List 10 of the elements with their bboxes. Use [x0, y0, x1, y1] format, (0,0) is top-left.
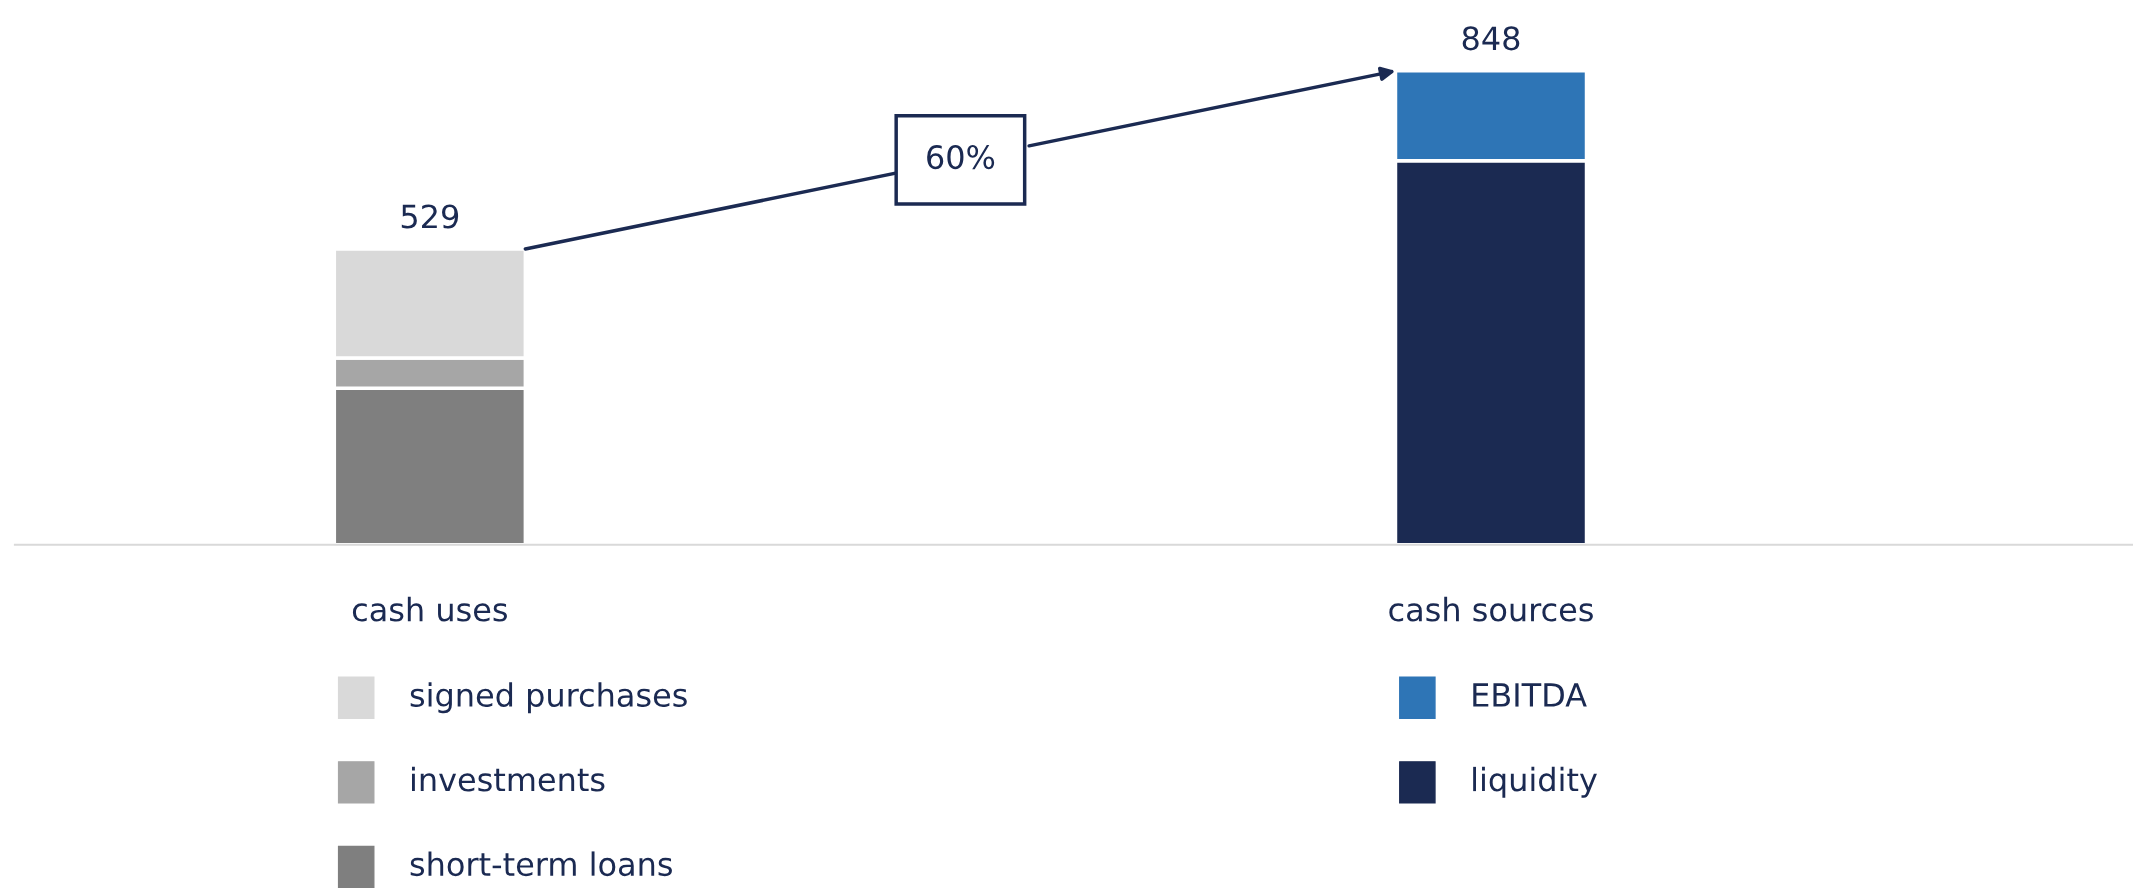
- legend-label: EBITDA: [1473, 683, 1587, 707]
- x-tick-label: cash sources: [1389, 596, 1593, 622]
- legend-label: signed purchases: [410, 682, 687, 714]
- legend-label: investments: [412, 766, 605, 792]
- x-tick-label: cash uses: [352, 596, 507, 622]
- legend-label: short-term loans: [410, 851, 672, 877]
- annotation: 60%: [927, 145, 995, 170]
- annotation: 529: [401, 204, 459, 229]
- legend-label: liquidity: [1473, 766, 1597, 798]
- annotation: 848: [1462, 26, 1520, 51]
